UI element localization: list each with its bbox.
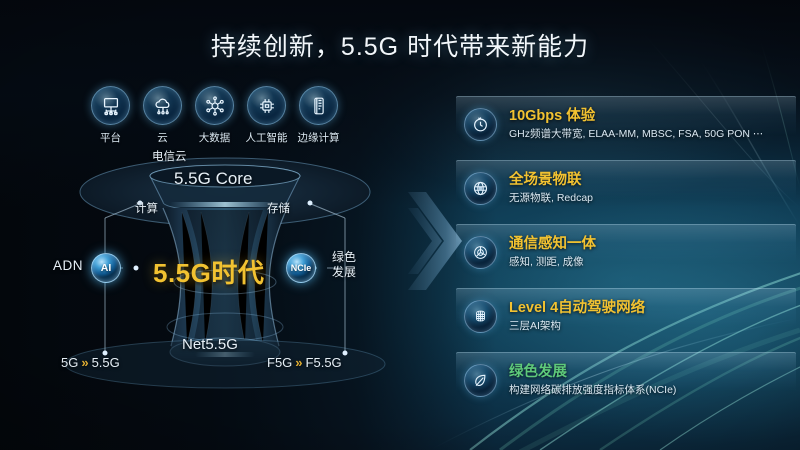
node-ncie-badge[interactable]: NCIe — [286, 253, 316, 283]
green-development-line2: 发展 — [332, 265, 357, 279]
chevron-right-icon: » — [295, 355, 303, 370]
list-item[interactable]: 10Gbps 体验 GHz频谱大带宽, ELAA-MM, MBSC, FSA, … — [456, 96, 796, 152]
top-icon-platform[interactable]: 平台 — [88, 86, 133, 145]
row-text: Level 4自动驾驶网络 三层AI架构 — [509, 300, 645, 333]
funnel-label-evolution-right: F5G» F5.5G — [267, 355, 342, 370]
funnel-label-compute: 计算 — [135, 203, 158, 215]
funnel-label-evolution-left: 5G» 5.5G — [61, 355, 120, 370]
evolution-left-from: 5G — [61, 355, 79, 370]
row-subtitle: 三层AI架构 — [509, 319, 561, 332]
row-title: 通信感知一体 — [509, 235, 596, 252]
row-text: 绿色发展 构建网络碳排放强度指标体系(NCIe) — [509, 364, 676, 397]
row-text: 10Gbps 体验 GHz频谱大带宽, ELAA-MM, MBSC, FSA, … — [509, 108, 763, 141]
funnel-label-telecom-cloud: 电信云 — [152, 151, 187, 163]
row-title: 10Gbps 体验 — [509, 107, 596, 124]
row-background — [456, 160, 796, 200]
page-title: 持续创新，5.5G 时代带来新能力 — [210, 33, 590, 61]
row-text: 全场景物联 无源物联, Redcap — [509, 172, 593, 205]
top-icon-ai[interactable]: 人工智能 — [244, 86, 289, 145]
capability-icon-row: 平台 云 大数据 — [88, 86, 341, 145]
funnel-label-adn: ADN — [53, 258, 84, 273]
row-title: Level 4自动驾驶网络 — [509, 299, 646, 316]
list-item[interactable]: Level 4自动驾驶网络 三层AI架构 — [456, 288, 796, 344]
row-subtitle: GHz频谱大带宽, ELAA-MM, MBSC, FSA, 50G PON ⋯ — [509, 127, 764, 140]
autonomous-network-icon — [464, 299, 497, 333]
ai-chip-icon — [247, 86, 286, 125]
funnel-label-storage: 存储 — [267, 203, 290, 215]
list-item[interactable]: 绿色发展 构建网络碳排放强度指标体系(NCIe) — [456, 352, 796, 408]
chevron-right-icon: » — [81, 355, 89, 370]
row-subtitle: 构建网络碳排放强度指标体系(NCIe) — [509, 383, 677, 396]
evolution-right-to: F5.5G — [305, 355, 342, 370]
iot-globe-icon — [464, 171, 497, 205]
row-title: 全场景物联 — [509, 171, 582, 188]
row-title: 绿色发展 — [509, 363, 567, 380]
sensing-radar-icon — [464, 235, 497, 269]
cloud-icon — [143, 86, 182, 125]
row-text: 通信感知一体 感知, 测距, 成像 — [509, 236, 596, 269]
platform-icon — [91, 86, 130, 125]
leaf-icon — [464, 363, 497, 397]
top-icon-bigdata[interactable]: 大数据 — [192, 86, 237, 145]
node-ai-badge[interactable]: AI — [91, 253, 121, 283]
row-background — [456, 224, 796, 264]
green-development-line1: 绿色 — [332, 250, 357, 264]
row-subtitle: 感知, 测距, 成像 — [509, 255, 584, 268]
row-subtitle: 无源物联, Redcap — [509, 191, 594, 204]
evolution-right-from: F5G — [267, 355, 293, 370]
big-data-icon — [195, 86, 234, 125]
funnel-label-green-development: 绿色 发展 — [332, 250, 356, 280]
top-icon-edge[interactable]: 边缘计算 — [296, 86, 341, 145]
capability-list: 10Gbps 体验 GHz频谱大带宽, ELAA-MM, MBSC, FSA, … — [456, 96, 796, 416]
funnel-diagram: 电信云 5.5G Core 计算 存储 ADN 绿色 发展 5.5G时代 Net… — [35, 140, 415, 390]
edge-computing-icon — [299, 86, 338, 125]
list-item[interactable]: 全场景物联 无源物联, Redcap — [456, 160, 796, 216]
funnel-label-net: Net5.5G — [182, 336, 238, 353]
speed-clock-icon — [464, 107, 497, 141]
evolution-left-to: 5.5G — [91, 355, 120, 370]
top-icon-cloud[interactable]: 云 — [140, 86, 185, 145]
funnel-label-era: 5.5G时代 — [153, 258, 265, 288]
list-item[interactable]: 通信感知一体 感知, 测距, 成像 — [456, 224, 796, 280]
funnel-label-core: 5.5G Core — [174, 169, 253, 188]
